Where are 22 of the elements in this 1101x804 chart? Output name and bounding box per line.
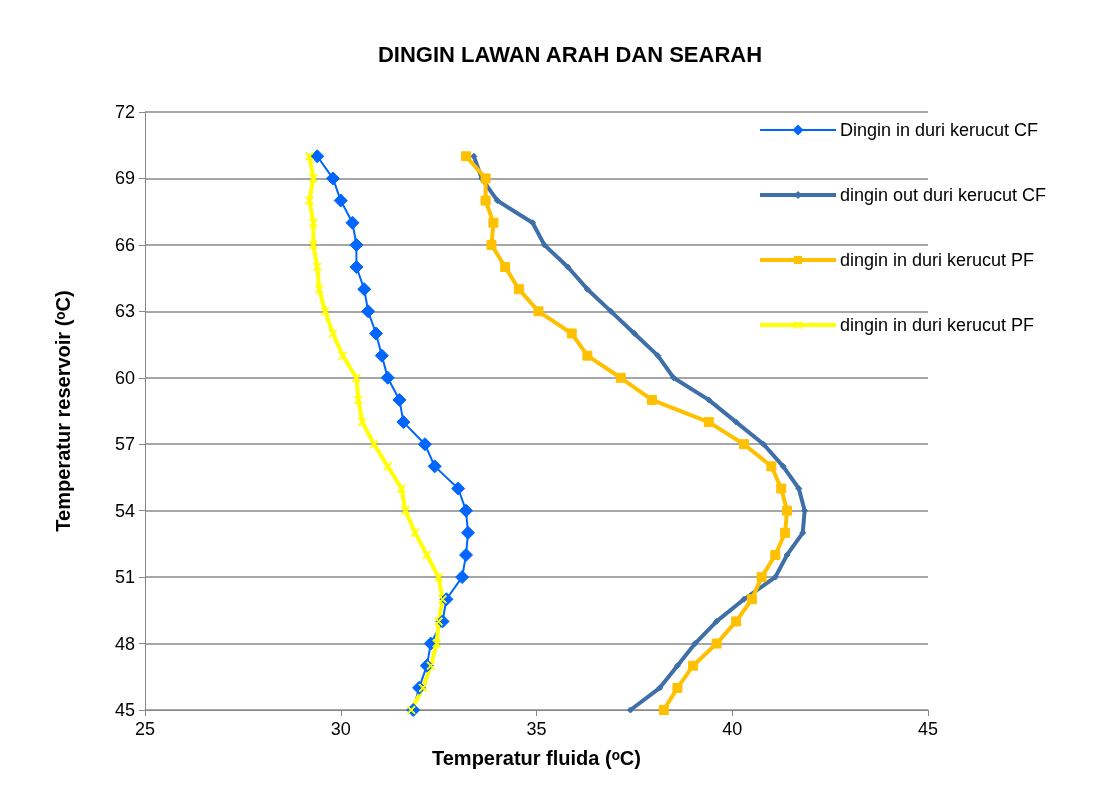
legend-label: dingin in duri kerucut PF — [840, 315, 1035, 335]
x-tick-label: 40 — [722, 719, 743, 739]
y-tick-label: 57 — [114, 434, 135, 455]
y-tick-label: 69 — [114, 168, 135, 189]
chart-title: DINGIN LAWAN ARAH DAN SEARAH — [377, 41, 763, 67]
legend-label: dingin out duri kerucut CF — [840, 185, 1047, 205]
x-tick-label: 25 — [134, 719, 156, 739]
x-tick-label: 45 — [917, 719, 939, 739]
x-tick-label: 35 — [526, 719, 547, 739]
y-tick-label: 60 — [114, 367, 135, 388]
y-axis-title: Temperatur reservoir (ᵒC) — [52, 290, 74, 532]
x-axis-title: Temperatur fluida (ᵒC) — [432, 747, 641, 769]
y-tick-label: 48 — [114, 633, 135, 654]
y-tick-label: 51 — [114, 567, 135, 588]
y-tick-label: 54 — [114, 500, 135, 521]
x-tick-label: 30 — [330, 719, 351, 739]
y-tick-label: 72 — [114, 102, 135, 122]
y-tick-label: 45 — [114, 700, 135, 720]
y-tick-label: 66 — [114, 234, 135, 255]
legend-label: dingin in duri kerucut PF — [840, 250, 1035, 270]
legend-label: Dingin in duri kerucut CF — [840, 120, 1039, 140]
y-tick-label: 63 — [114, 301, 135, 322]
